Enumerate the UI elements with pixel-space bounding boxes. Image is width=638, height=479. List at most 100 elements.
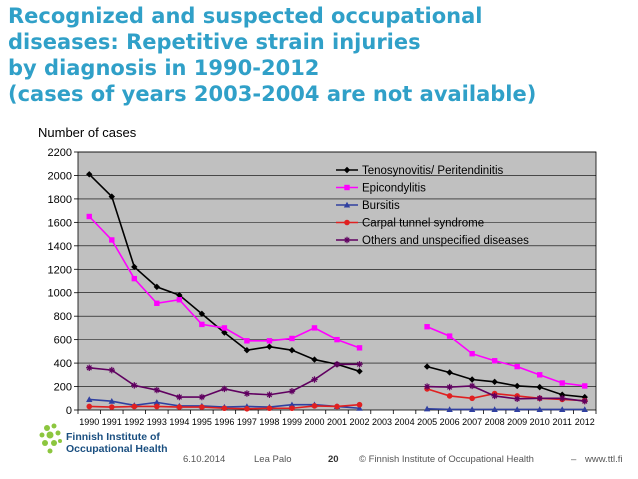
y-tick-label-6: 1200 [48, 264, 72, 276]
x-tick-label-12: 2002 [350, 417, 370, 427]
series-4-point-0 [86, 364, 93, 371]
series-1-point-18 [491, 358, 498, 364]
series-2-point-21 [559, 406, 566, 412]
series-2-point-12 [356, 405, 363, 411]
series-4-point-3 [153, 386, 161, 394]
logo-line-2: Occupational Health [66, 443, 168, 455]
y-tick-label-10: 2000 [48, 170, 72, 182]
y-tick-label-7: 1400 [48, 241, 72, 253]
x-tick-label-13: 2003 [372, 417, 392, 427]
series-0-point-1 [108, 193, 115, 200]
series-1-point-0 [86, 213, 92, 220]
series-0-point-7 [243, 346, 251, 354]
series-1-point-11 [334, 336, 340, 343]
x-tick-label-16: 2006 [440, 417, 460, 427]
series-0-point-10 [311, 356, 318, 363]
x-tick-label-4: 1994 [169, 417, 189, 427]
series-3-point-10 [311, 403, 318, 409]
series-2-point-3 [153, 399, 161, 405]
series-0-point-17 [468, 376, 476, 383]
series-0-point-0 [86, 171, 93, 178]
series-4-point-5 [198, 393, 206, 401]
series-1-point-2 [131, 275, 138, 282]
footer-author: Lea Palo [254, 454, 292, 465]
title-line-2: diseases: Repetitive strain injuries [8, 30, 421, 54]
y-tick-label-5: 1000 [48, 288, 72, 300]
series-0-point-6 [221, 329, 228, 336]
series-1-point-21 [559, 380, 565, 386]
series-3-point-3 [154, 403, 160, 410]
series-4-point-8 [266, 391, 273, 398]
footer-copyright: © Finnish Institute of Occupational Heal… [359, 454, 534, 465]
y-tick-label-2: 400 [54, 358, 72, 370]
legend-marker-4 [343, 236, 351, 244]
logo-icon [39, 423, 62, 454]
series-1-point-16 [446, 333, 453, 339]
series-2-point-18 [491, 406, 498, 412]
series-1-point-7 [244, 338, 250, 344]
series-0-point-12 [356, 368, 363, 375]
series-4-point-12 [356, 361, 363, 368]
series-3-point-12 [356, 401, 363, 408]
y-tick-label-0: 0 [66, 405, 72, 417]
series-0-point-8 [266, 343, 273, 350]
x-tick-label-21: 2011 [553, 417, 572, 427]
series-1-point-20 [536, 372, 543, 378]
series-0-point-3 [153, 283, 161, 291]
series-3-point-7 [244, 406, 250, 412]
series-3-point-4 [176, 404, 183, 410]
footer-url[interactable]: www.ttl.fi [585, 454, 623, 465]
series-0-point-9 [288, 346, 296, 354]
series-1-point-15 [424, 324, 430, 330]
y-tick-label-4: 800 [54, 311, 72, 323]
x-tick-label-20: 2010 [530, 417, 550, 427]
legend-label-0: Tenosynovitis/ Peritendinitis [362, 165, 504, 177]
page-number: 20 [328, 454, 339, 465]
legend-label-4: Others and unspecified diseases [362, 235, 529, 247]
x-tick-label-3: 1993 [147, 417, 167, 427]
series-2-point-0 [86, 396, 93, 403]
series-2-point-1 [108, 398, 115, 404]
series-3-point-8 [266, 405, 273, 412]
legend-label-1: Epicondylitis [362, 183, 426, 195]
y-tick-label-1: 200 [54, 382, 72, 394]
series-0-point-2 [131, 263, 138, 271]
series-3-line-1 [426, 388, 585, 402]
series-4-point-7 [243, 390, 251, 397]
series-2-point-22 [581, 406, 588, 412]
series-1-point-9 [289, 335, 295, 342]
series-4-point-4 [176, 393, 183, 401]
series-4-line-1 [427, 385, 585, 402]
series-1-point-5 [199, 321, 205, 328]
series-4-point-21 [559, 395, 566, 402]
series-4-point-1 [108, 366, 115, 374]
x-tick-label-5: 1995 [192, 417, 212, 427]
series-4-point-17 [468, 382, 476, 390]
series-3-point-6 [221, 405, 228, 412]
series-2-line-1 [427, 408, 585, 411]
x-tick-label-10: 2000 [304, 417, 324, 427]
series-0-point-5 [198, 310, 206, 318]
legend-label-2: Bursitis [362, 200, 400, 212]
x-tick-label-0: 1990 [79, 417, 99, 427]
series-0-point-16 [446, 369, 453, 376]
series-0-point-20 [536, 383, 543, 391]
series-1-point-4 [176, 297, 183, 303]
series-0-point-18 [491, 378, 498, 386]
series-4-point-22 [581, 398, 588, 405]
series-1-point-3 [154, 300, 160, 306]
x-tick-label-1: 1991 [102, 417, 122, 427]
y-tick-label-3: 600 [54, 335, 72, 347]
x-tick-label-11: 2001 [327, 417, 347, 427]
legend-marker-0 [343, 166, 351, 174]
series-2-point-15 [423, 405, 431, 412]
legend-label-3: Carpal tunnel syndrome [362, 218, 484, 230]
series-4-point-6 [221, 385, 228, 393]
series-4-point-15 [423, 383, 431, 390]
x-tick-label-2: 1992 [124, 417, 144, 427]
legend-marker-2 [343, 201, 351, 208]
logo-line-1: Finnish Institute of [66, 431, 160, 443]
series-1-point-6 [221, 325, 228, 331]
plot-area [77, 151, 597, 411]
